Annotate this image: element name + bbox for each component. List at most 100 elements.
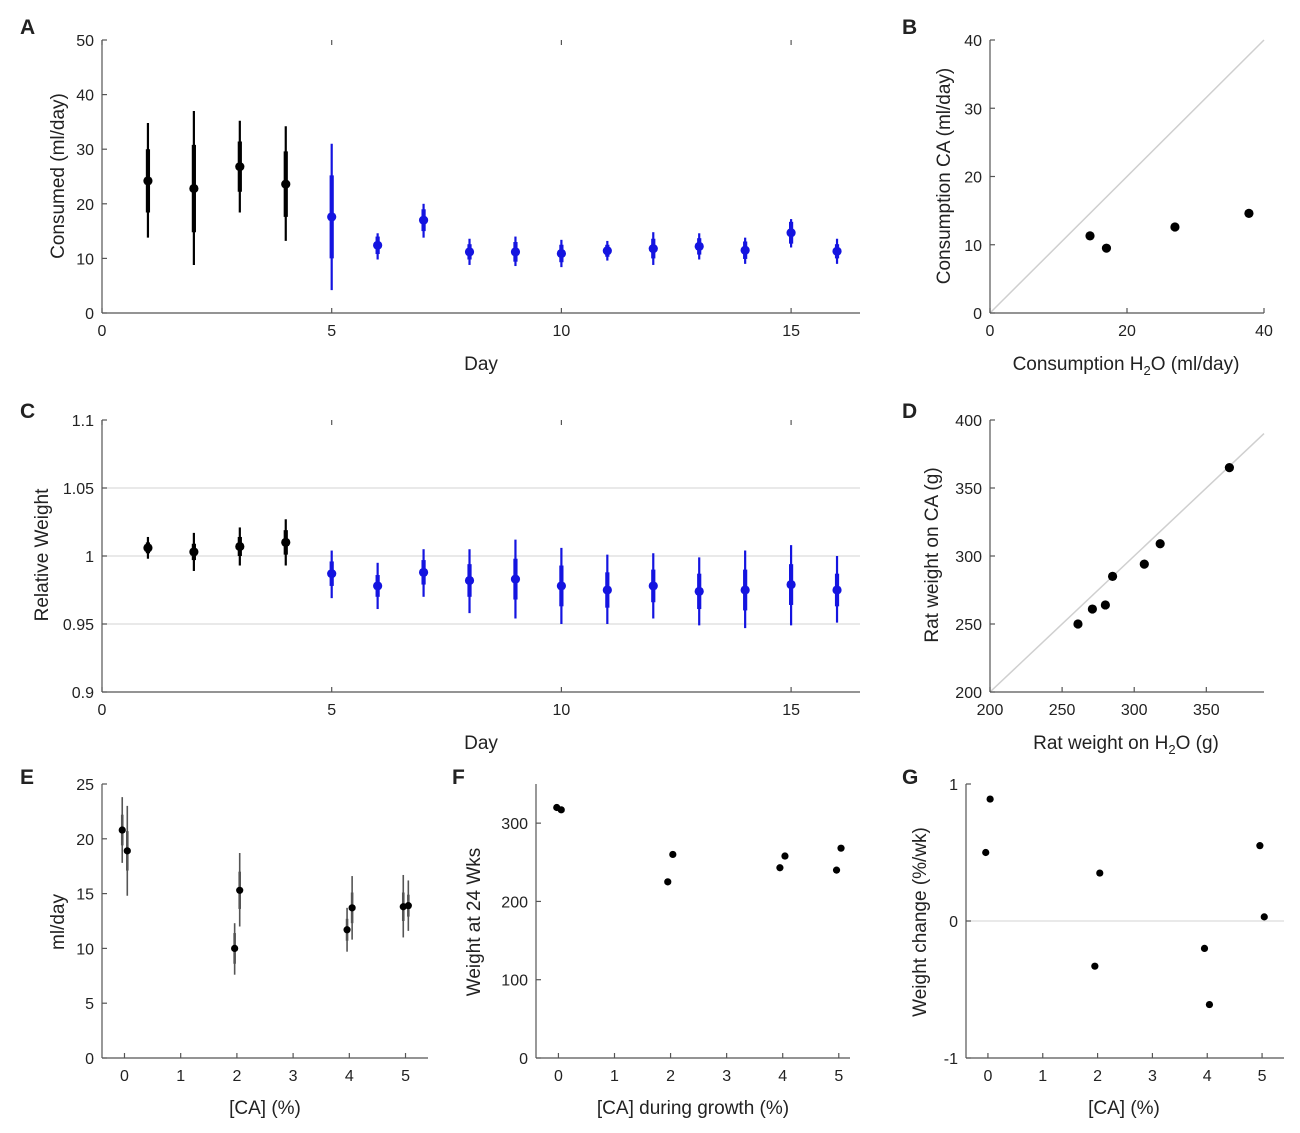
panel-d-series-0-point-6 [1224,463,1234,473]
panel-d-series-0-point-2 [1100,600,1110,610]
panel-c-xtick-label-2: 10 [552,702,570,719]
panel-label-g: G [902,766,918,789]
panel-a-xlabel: Day [464,354,498,375]
panel-a-series-1-point-0 [327,212,337,222]
panel-a-series-1-point-4 [510,247,521,257]
panel-a-series-1-point-8 [694,241,704,251]
panel-e-ylabel: ml/day [48,894,69,950]
panel-e-series-0-point-5 [348,904,356,912]
panel-d-ytick-label-2: 300 [955,549,982,566]
panel-f-xtick-label-3: 3 [722,1068,731,1085]
panel-d-ylabel: Rat weight on CA (g) [922,467,943,642]
panel-a-ytick-label-1: 10 [76,251,94,268]
panel-c-ytick-label-1: 0.95 [63,617,94,634]
panel-a-series-1-point-10 [786,228,796,238]
panel-d-series-0-point-4 [1139,559,1149,569]
panel-f-xtick-label-0: 0 [554,1068,563,1085]
panel-a-series-1-point-2 [418,215,429,225]
panel-b-xlabel-pre: Consumption H [1013,354,1144,375]
panel-f-ytick-label-0: 0 [519,1051,528,1068]
panel-b-series-0-point-0 [1085,231,1095,241]
panel-b-identity-line [989,39,1265,314]
panel-f-series-0-point-7 [837,844,845,852]
panel-c-ytick-label-4: 1.1 [72,413,94,430]
panel-d-xtick-label-3: 350 [1193,702,1220,719]
panel-e-xtick-label-4: 4 [345,1068,354,1085]
panel-a-ylabel: Consumed (ml/day) [48,93,69,259]
panel-f-series-0-point-3 [669,850,677,859]
panel-e-series-0-point-2 [231,944,239,953]
panel-e-series-0-point-1 [123,847,131,855]
panel-g-xtick-label-5: 5 [1258,1068,1267,1085]
panel-e-ytick-label-0: 0 [85,1051,94,1068]
panel-e-xtick-label-3: 3 [289,1068,298,1085]
panel-b-xtick-label-2: 40 [1255,323,1273,340]
panel-e-xtick-label-2: 2 [232,1068,241,1085]
panel-g-series-0-point-6 [1256,842,1264,850]
panel-g-ytick-label-2: 1 [949,777,958,794]
panel-c-series-1-point-0 [327,569,337,579]
panel-e-ytick-label-1: 5 [85,996,94,1013]
panel-c-ytick-label-2: 1 [85,549,94,566]
panel-a-xtick-label-2: 10 [552,323,570,340]
panel-d-ytick-label-1: 250 [955,617,982,634]
panel-f-xtick-label-5: 5 [834,1068,843,1085]
panel-d-xlabel: Rat weight on H2O (g) [1033,733,1219,757]
panel-a-ytick-label-0: 0 [85,306,94,323]
panel-f-ytick-label-3: 300 [501,816,528,833]
panel-a-series-1-point-11 [832,246,842,256]
panel-a-series-1-point-3 [464,247,475,257]
panel-f-xlabel: [CA] during growth (%) [597,1098,789,1119]
panel-c-series-0-point-2 [235,541,245,552]
panel-g-series-0-point-0 [982,848,990,857]
panel-e-series-0-point-0 [118,826,126,834]
panel-c-series-1-point-5 [556,581,566,591]
panel-label-b: B [902,16,917,39]
panel-b-xtick-label-0: 0 [986,323,995,340]
panel-c-series-1-point-11 [832,585,842,595]
panel-c-series-1-point-3 [464,575,475,586]
panel-e-series-0-point-4 [343,926,351,934]
panel-c-series-0-point-3 [281,537,291,548]
panel-d-ytick-label-4: 400 [955,413,982,430]
panel-b-ytick-label-3: 30 [964,101,982,118]
panel-label-a: A [20,16,35,39]
panel-c-ylabel: Relative Weight [32,488,53,621]
panel-e-xlabel: [CA] (%) [229,1098,301,1119]
panel-g-series-0-point-4 [1200,944,1209,953]
panel-d-series-0-point-5 [1155,539,1165,549]
panel-b-ytick-label-0: 0 [973,306,982,323]
panel-g-series-0-point-3 [1096,869,1104,877]
panel-a-ytick-label-3: 30 [76,142,94,159]
panel-g-xtick-label-3: 3 [1148,1068,1157,1085]
panel-e-ytick-label-5: 25 [76,777,94,794]
panel-label-e: E [20,766,34,789]
panel-d-xlabel-sub: 2 [1168,742,1175,757]
panel-a-series-1-point-7 [648,243,658,254]
panel-a-series-1-point-6 [602,246,612,256]
panel-a-series-1-point-1 [373,240,383,250]
panel-f-ytick-label-1: 100 [501,973,528,990]
panel-g-xtick-label-2: 2 [1093,1068,1102,1085]
panel-d-series-0-point-1 [1087,604,1097,614]
panel-a-series-0-point-1 [189,183,199,194]
panel-d-series-0-point-0 [1073,619,1083,629]
panel-c-series-1-point-4 [510,574,521,584]
panel-d-xtick-label-1: 250 [1049,702,1076,719]
panel-b-ylabel: Consumption CA (ml/day) [934,68,955,284]
panel-f-xtick-label-4: 4 [778,1068,787,1085]
panel-b-ytick-label-1: 10 [964,238,982,255]
panel-d-xlabel-pre: Rat weight on H [1033,733,1168,754]
panel-a-xtick-label-1: 5 [327,323,336,340]
panel-d-ytick-label-0: 200 [955,685,982,702]
panel-c-series-0-point-1 [189,547,199,557]
panel-g-ylabel: Weight change (%/wk) [910,827,931,1017]
panel-b-series-0-point-3 [1244,208,1254,218]
panel-e-series-0-point-3 [236,886,244,894]
panel-c-ytick-label-3: 1.05 [63,481,94,498]
panel-e-xtick-label-5: 5 [401,1068,410,1085]
panel-c-xtick-label-0: 0 [98,702,107,719]
panel-d-xtick-label-2: 300 [1121,702,1148,719]
panel-c-series-1-point-6 [602,585,612,595]
panel-g-ytick-label-0: -1 [944,1051,958,1068]
